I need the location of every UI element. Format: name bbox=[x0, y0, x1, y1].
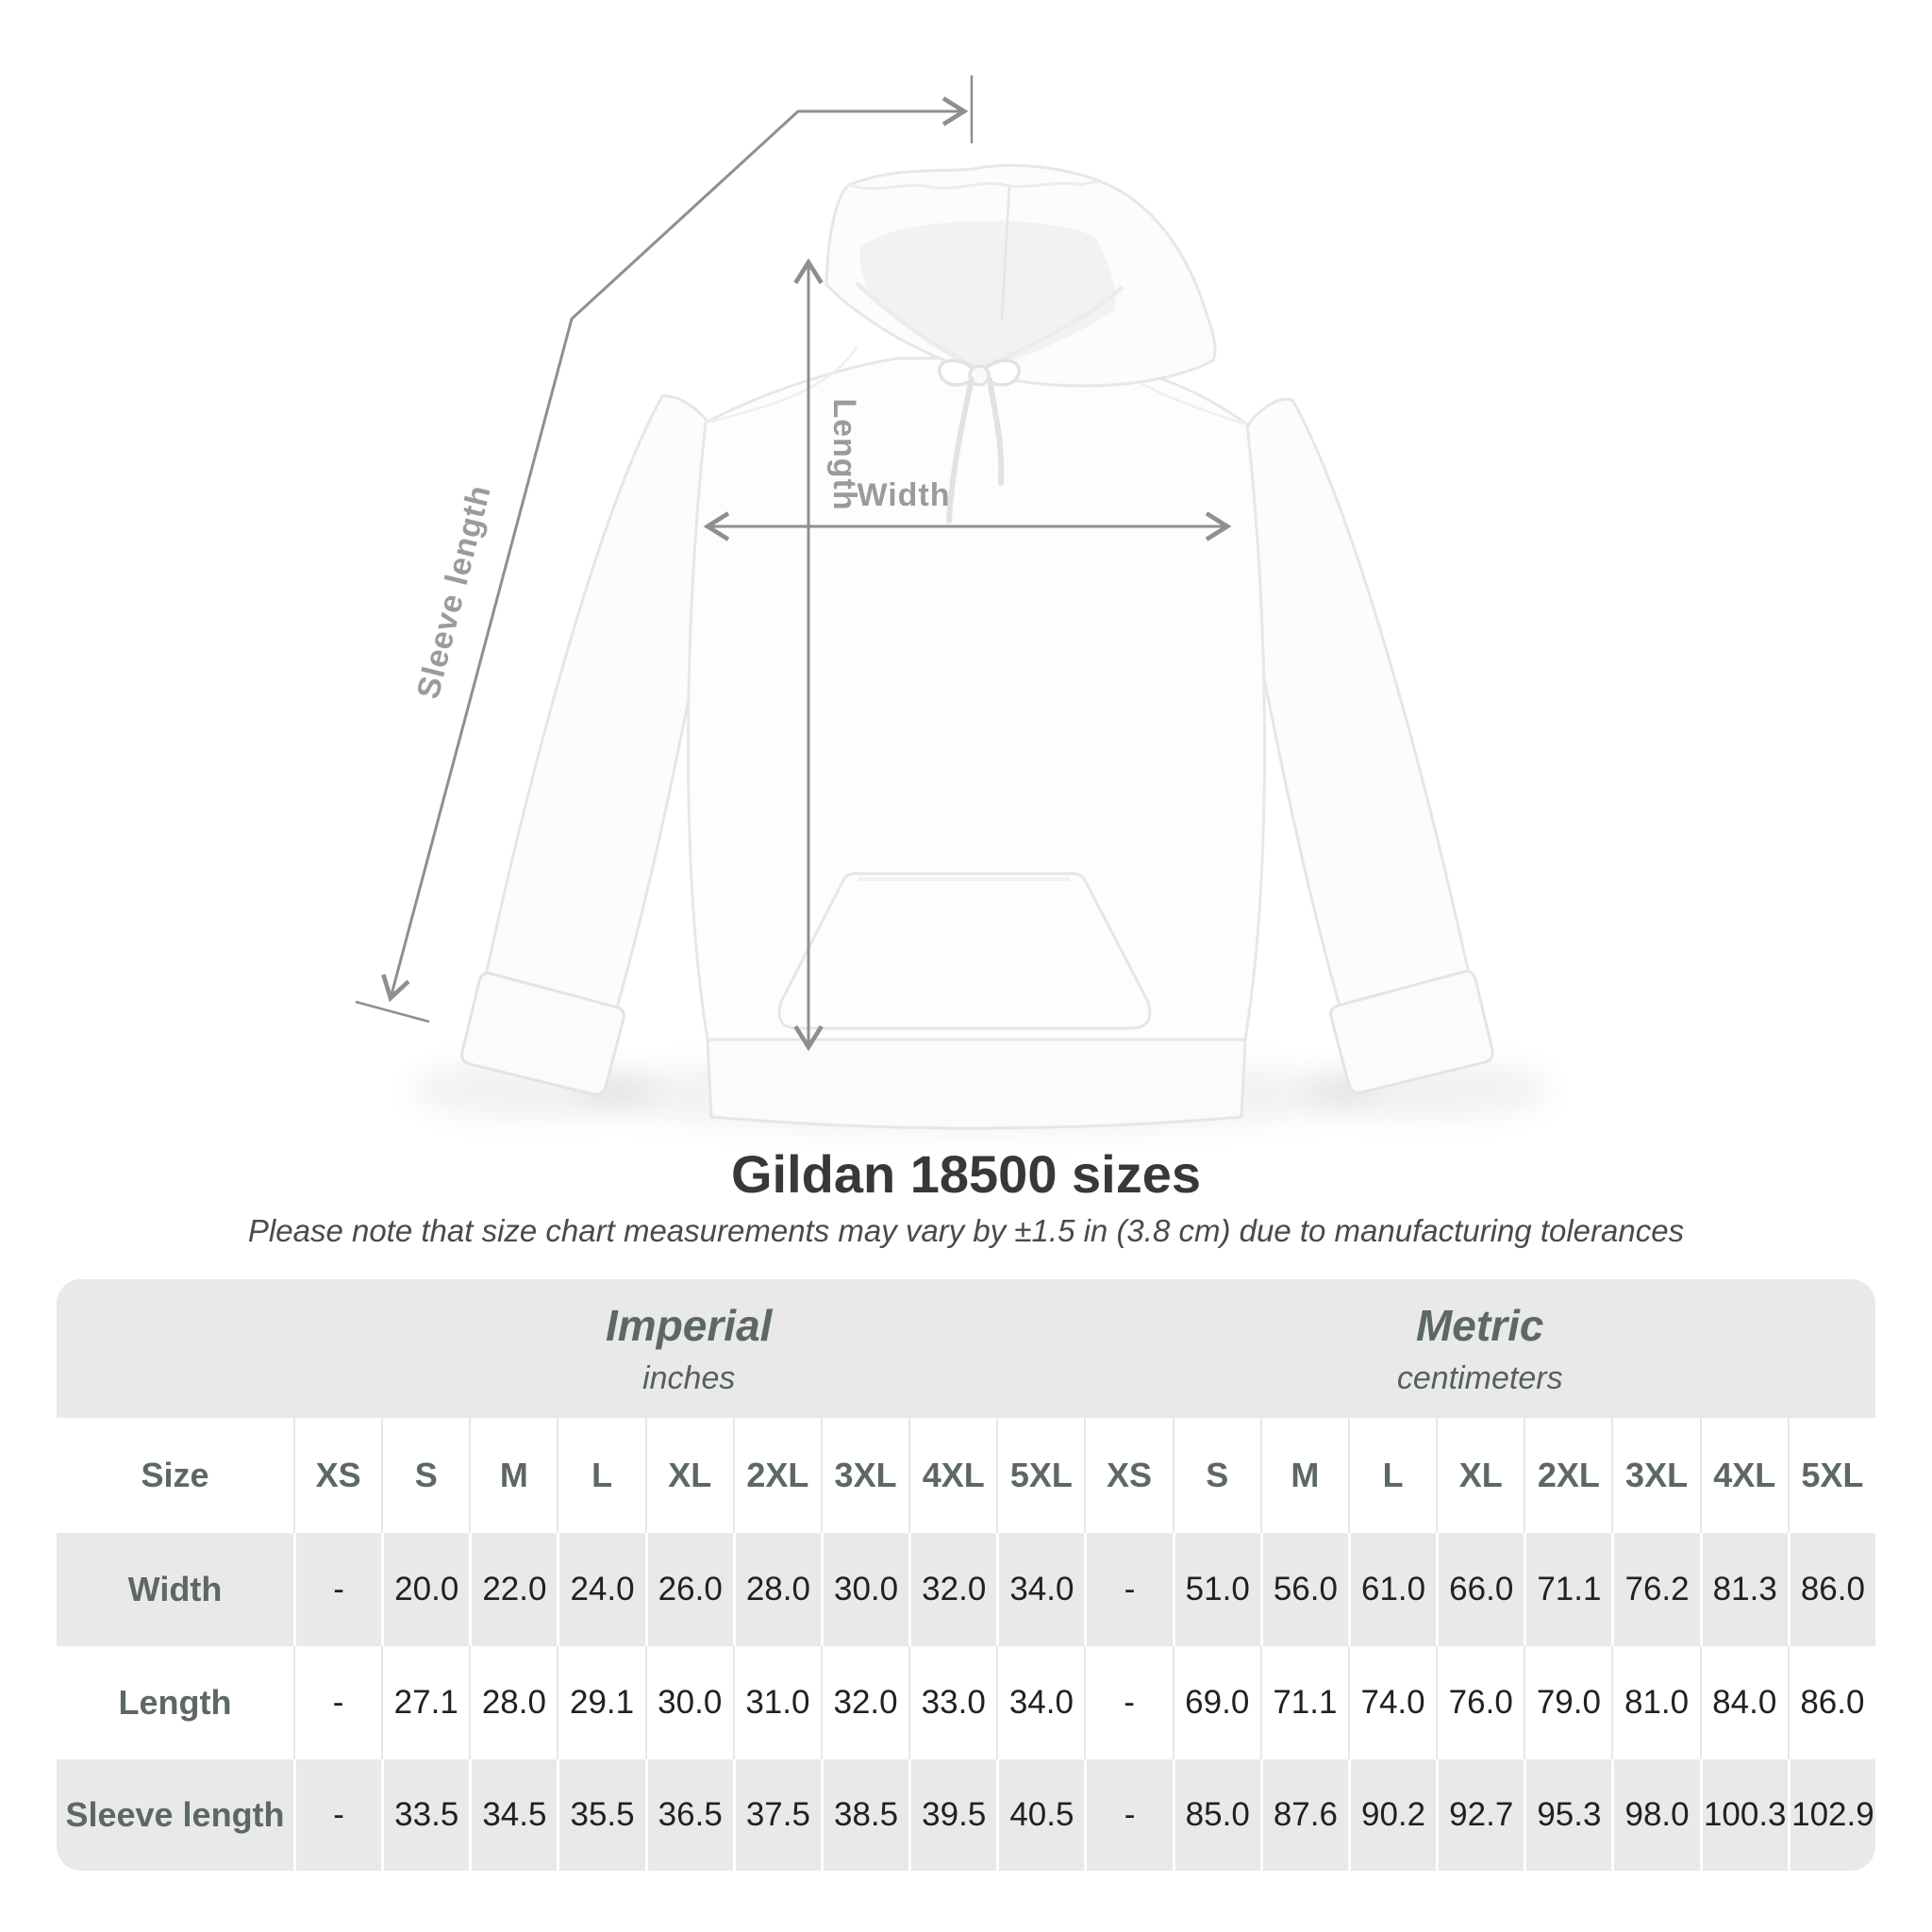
measurement-cell: 74.0 bbox=[1347, 1646, 1437, 1759]
measurement-cell: 26.0 bbox=[644, 1533, 733, 1646]
measurement-cell: 61.0 bbox=[1347, 1533, 1437, 1646]
size-column-header: XL bbox=[644, 1418, 733, 1533]
measurement-cell: 66.0 bbox=[1436, 1533, 1524, 1646]
measurement-cell: 32.0 bbox=[908, 1533, 997, 1646]
measurement-cell: 24.0 bbox=[557, 1533, 645, 1646]
size-column-header: L bbox=[1347, 1418, 1437, 1533]
hem-band bbox=[706, 1038, 1247, 1130]
measurement-cell: 31.0 bbox=[732, 1646, 821, 1759]
right-sleeve bbox=[1231, 397, 1474, 1021]
measurement-lines bbox=[355, 75, 1232, 1052]
measurement-cell: 28.0 bbox=[469, 1646, 558, 1759]
measurement-cell: 27.1 bbox=[381, 1646, 470, 1759]
size-column-header: S bbox=[381, 1418, 470, 1533]
size-column-header: M bbox=[469, 1418, 558, 1533]
measurement-cell: 79.0 bbox=[1524, 1646, 1612, 1759]
metric-label: Metric bbox=[1415, 1301, 1544, 1350]
size-column-header: 5XL bbox=[996, 1418, 1085, 1533]
measurement-cell: 71.1 bbox=[1524, 1533, 1612, 1646]
measurement-cell: 35.5 bbox=[557, 1759, 645, 1871]
measurement-cell: 102.9 bbox=[1787, 1759, 1875, 1871]
size-column-header: XS bbox=[293, 1418, 382, 1533]
hoodie-illustration bbox=[460, 163, 1494, 1130]
size-column-header: 2XL bbox=[732, 1418, 821, 1533]
imperial-label: Imperial bbox=[606, 1301, 773, 1350]
measurement-cell: 20.0 bbox=[381, 1533, 470, 1646]
measurement-cell: - bbox=[293, 1646, 382, 1759]
size-column-header: 4XL bbox=[1699, 1418, 1788, 1533]
length-label: Length bbox=[826, 398, 862, 510]
imperial-header: Imperial inches bbox=[293, 1279, 1085, 1418]
measurement-cell: 69.0 bbox=[1172, 1646, 1260, 1759]
measurement-cell: 33.0 bbox=[908, 1646, 997, 1759]
measurement-cell: - bbox=[1084, 1646, 1173, 1759]
measurement-cell: 28.0 bbox=[732, 1533, 821, 1646]
measurement-cell: 22.0 bbox=[469, 1533, 558, 1646]
sleeve-bottom-tick bbox=[355, 1000, 430, 1024]
size-column-header: 2XL bbox=[1524, 1418, 1612, 1533]
measurement-cell: 76.2 bbox=[1611, 1533, 1700, 1646]
measurement-cell: 29.1 bbox=[557, 1646, 645, 1759]
row-label: Length bbox=[57, 1646, 293, 1759]
kangaroo-pocket bbox=[777, 872, 1152, 1030]
measurement-cell: 86.0 bbox=[1787, 1646, 1875, 1759]
size-column-header: XS bbox=[1084, 1418, 1173, 1533]
measurement-cell: 36.5 bbox=[644, 1759, 733, 1871]
measurement-cell: 51.0 bbox=[1172, 1533, 1260, 1646]
measurement-cell: 100.3 bbox=[1699, 1759, 1788, 1871]
size-column-header: M bbox=[1259, 1418, 1348, 1533]
measurement-cell: 76.0 bbox=[1436, 1646, 1524, 1759]
size-column-header: XL bbox=[1436, 1418, 1524, 1533]
row-label: Width bbox=[57, 1533, 293, 1646]
measurement-cell: - bbox=[293, 1759, 382, 1871]
measurement-cell: 98.0 bbox=[1611, 1759, 1700, 1871]
measurement-cell: 84.0 bbox=[1699, 1646, 1788, 1759]
tolerance-note: Please note that size chart measurements… bbox=[247, 1213, 1685, 1248]
measurement-cell: - bbox=[1084, 1759, 1173, 1871]
measurement-cell: 81.3 bbox=[1699, 1533, 1788, 1646]
measurement-cell: 34.5 bbox=[469, 1759, 558, 1871]
size-column-header: 3XL bbox=[820, 1418, 909, 1533]
measurement-cell: 39.5 bbox=[908, 1759, 997, 1871]
width-label: Width bbox=[857, 477, 950, 513]
measurement-cell: 30.0 bbox=[644, 1646, 733, 1759]
measurement-cell: 92.7 bbox=[1436, 1759, 1524, 1871]
measurement-cell: 33.5 bbox=[381, 1759, 470, 1871]
sleeve-length-arrow bbox=[381, 96, 969, 1003]
measurement-cell: 85.0 bbox=[1172, 1759, 1260, 1871]
hoodie-measurement-diagram: Length Width Sleeve length bbox=[355, 75, 1552, 1132]
measurement-cell: 86.0 bbox=[1787, 1533, 1875, 1646]
measurement-cell: 95.3 bbox=[1524, 1759, 1612, 1871]
measurement-cell: 56.0 bbox=[1259, 1533, 1348, 1646]
measurement-cell: 90.2 bbox=[1347, 1759, 1437, 1871]
metric-header: Metric centimeters bbox=[1084, 1279, 1875, 1418]
sleeve-length-label: Sleeve length bbox=[410, 481, 498, 702]
measurement-cell: - bbox=[1084, 1533, 1173, 1646]
size-column-header: S bbox=[1172, 1418, 1260, 1533]
measurement-cell: 37.5 bbox=[732, 1759, 821, 1871]
size-column-header: 4XL bbox=[908, 1418, 997, 1533]
size-table: Imperial inches Metric centimeters Size X… bbox=[57, 1279, 1875, 1871]
measurement-cell: 87.6 bbox=[1259, 1759, 1348, 1871]
page-title: Gildan 18500 sizes bbox=[730, 1144, 1202, 1204]
size-column-header: 5XL bbox=[1787, 1418, 1875, 1533]
measurement-cell: 30.0 bbox=[820, 1533, 909, 1646]
size-column-header: 3XL bbox=[1611, 1418, 1700, 1533]
unit-band-spacer bbox=[57, 1279, 293, 1418]
measurement-cell: - bbox=[293, 1533, 382, 1646]
imperial-unit: inches bbox=[642, 1360, 736, 1396]
size-header: Size bbox=[57, 1418, 293, 1533]
right-cuff bbox=[1329, 970, 1494, 1094]
measurement-cell: 38.5 bbox=[820, 1759, 909, 1871]
measurement-cell: 34.0 bbox=[996, 1533, 1085, 1646]
metric-unit: centimeters bbox=[1396, 1360, 1563, 1396]
size-column-header: L bbox=[557, 1418, 645, 1533]
row-label: Sleeve length bbox=[57, 1759, 293, 1871]
measurement-cell: 34.0 bbox=[996, 1646, 1085, 1759]
measurement-cell: 40.5 bbox=[996, 1759, 1085, 1871]
measurement-cell: 32.0 bbox=[820, 1646, 909, 1759]
measurement-cell: 81.0 bbox=[1611, 1646, 1700, 1759]
measurement-cell: 71.1 bbox=[1259, 1646, 1348, 1759]
